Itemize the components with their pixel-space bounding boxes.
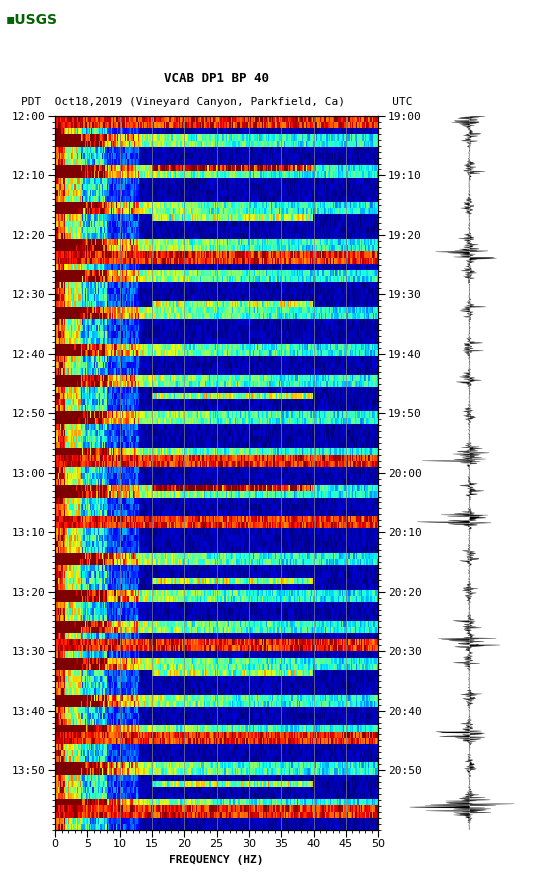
Text: ▪USGS: ▪USGS [6,13,57,28]
Text: PDT  Oct18,2019 (Vineyard Canyon, Parkfield, Ca)       UTC: PDT Oct18,2019 (Vineyard Canyon, Parkfie… [21,97,412,107]
X-axis label: FREQUENCY (HZ): FREQUENCY (HZ) [169,855,264,865]
Text: VCAB DP1 BP 40: VCAB DP1 BP 40 [164,71,269,85]
